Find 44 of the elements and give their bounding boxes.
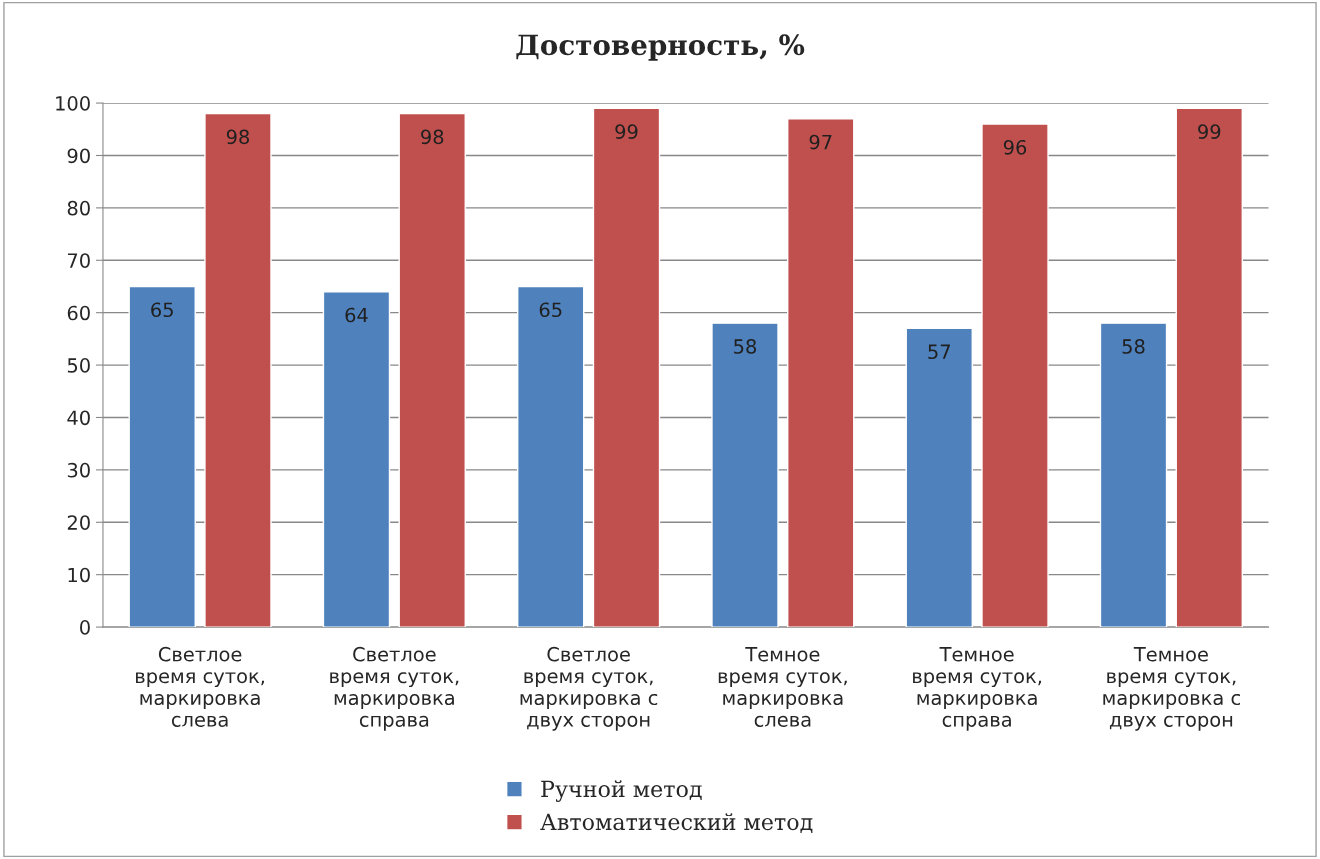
data-label: 57 [928,344,950,360]
x-tick-label: Темное время суток, маркировка слева [718,647,847,727]
y-tick-label: 60 [67,305,90,321]
bar [517,285,585,628]
data-label: 58 [1122,339,1145,354]
y-tick-label: 80 [67,200,90,216]
data-label: 58 [734,339,757,354]
x-tick-label: Темное время суток, маркировка справа [913,647,1042,731]
data-label: 65 [539,302,562,318]
data-label: 64 [345,307,368,323]
data-label: 98 [421,129,444,145]
legend-label: Ручной метод [541,780,702,802]
data-label: 99 [1198,124,1221,139]
y-tick-label: 70 [68,253,90,268]
y-tick-label: 40 [67,410,90,426]
bar [787,118,855,628]
y-tick-label: 100 [56,96,90,111]
y-tick-label: 50 [67,358,90,373]
x-tick-label: Светлое время суток, маркировка слева [136,646,265,727]
data-label: 99 [615,124,638,139]
data-label: 65 [151,302,173,318]
bar [592,107,661,628]
y-tick-label: 90 [67,148,90,164]
data-label: 98 [226,129,250,145]
bar [128,285,196,628]
chart-title: Достоверность, % [516,34,805,61]
bar [981,123,1049,628]
bar [1099,322,1168,628]
y-tick-label: 10 [68,567,90,583]
x-tick-label: Светлое время суток, маркировка справа [330,646,459,731]
bar [905,327,973,628]
y-tick-label: 30 [67,462,90,478]
data-label: 96 [1003,139,1027,155]
bar [398,112,466,628]
data-label: 97 [809,134,832,150]
bar [711,322,779,628]
x-tick-label: Светлое время суток, маркировка с двух сторон [520,646,658,731]
y-tick-label: 0 [80,620,90,635]
legend-label: Автоматический метод [540,813,813,833]
bar [322,291,391,628]
y-tick-label: 20 [67,515,90,530]
bar [1175,107,1243,628]
x-tick-label: Темное время суток, маркировка с двух сторон [1103,647,1240,731]
bar [204,112,272,628]
